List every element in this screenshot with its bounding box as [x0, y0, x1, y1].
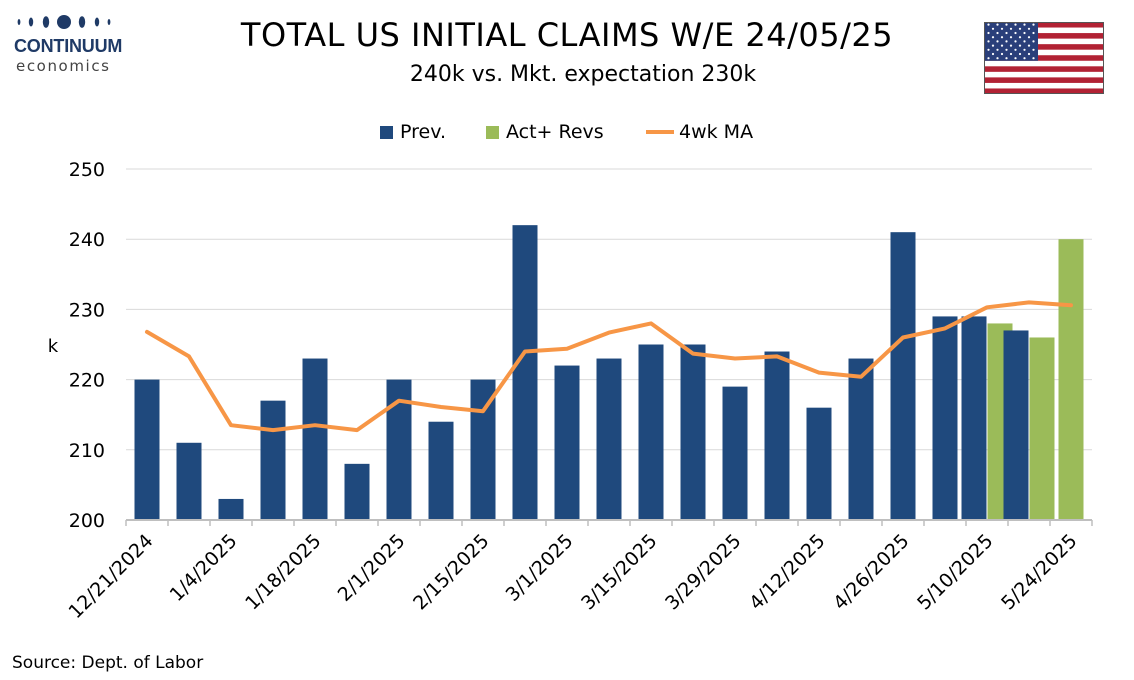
legend-line-ma — [646, 130, 674, 134]
x-axis-tick-labels: 12/21/2024 1/4/2025 1/18/2025 2/1/2025 2/15/… — [65, 530, 1082, 623]
x-tick-label: 1/18/2025 — [241, 530, 325, 614]
bar-prev — [344, 463, 370, 520]
bar-prev — [260, 400, 286, 520]
x-tick-label: 3/15/2025 — [577, 530, 661, 614]
bar-prev — [961, 316, 987, 520]
bar-prev — [1003, 330, 1029, 520]
y-axis-tick-labels: 200 210 220 230 240 250 — [69, 159, 105, 532]
legend-label-actual: Act+ Revs — [506, 121, 604, 143]
bar-prev — [428, 421, 454, 520]
logo-wordmark: CONTINUUM — [14, 36, 123, 56]
y-axis-label: k — [48, 336, 59, 357]
x-tick-label: 5/10/2025 — [913, 530, 997, 614]
bar-prev — [554, 365, 580, 520]
bar-prev — [932, 316, 958, 520]
x-tick-label: 1/4/2025 — [166, 530, 242, 606]
logo-dots-icon — [17, 15, 111, 29]
ma-line-layer — [145, 300, 1073, 433]
bars — [134, 225, 1084, 520]
legend-item-prev: Prev. — [380, 118, 446, 146]
y-tick-label: 240 — [69, 229, 105, 251]
bar-prev — [470, 379, 496, 520]
legend-item-actual: Act+ Revs — [486, 118, 604, 146]
logo-subtitle: economics — [16, 57, 111, 75]
bar-prev — [890, 232, 916, 520]
bar-prev — [134, 379, 160, 520]
chart-title: TOTAL US INITIAL CLAIMS W/E 24/05/25 — [240, 16, 894, 54]
y-tick-label: 210 — [69, 440, 105, 462]
x-tick-label: 12/21/2024 — [65, 530, 158, 623]
bar-actual — [1058, 239, 1084, 520]
bar-prev — [512, 225, 538, 520]
bar-prev — [806, 407, 832, 520]
bar-prev — [176, 442, 202, 520]
us-flag-icon — [984, 22, 1104, 94]
bar-prev — [302, 358, 328, 520]
x-tick-label: 5/24/2025 — [997, 530, 1081, 614]
x-tick-label: 2/15/2025 — [409, 530, 493, 614]
bar-prev — [218, 498, 244, 520]
y-tick-label: 220 — [69, 370, 105, 392]
source-note: Source: Dept. of Labor — [12, 653, 204, 673]
bar-prev — [764, 351, 790, 520]
y-tick-label: 200 — [69, 510, 105, 532]
bar-prev — [638, 344, 664, 520]
x-axis — [125, 519, 1093, 526]
chart-legend: Prev. Act+ Revs 4wk MA — [0, 118, 1134, 146]
legend-swatch-actual — [486, 125, 499, 139]
x-tick-label: 3/29/2025 — [661, 530, 745, 614]
bar-prev — [680, 344, 706, 520]
legend-item-ma: 4wk MA — [646, 118, 753, 146]
x-tick-label: 3/1/2025 — [502, 530, 578, 606]
continuum-logo: CONTINUUM economics — [12, 12, 137, 78]
bar-actual — [1029, 337, 1055, 520]
bar-prev — [722, 386, 748, 520]
legend-label-prev: Prev. — [400, 121, 447, 143]
x-tick-label: 2/1/2025 — [334, 530, 410, 606]
ma-line — [145, 300, 1073, 433]
legend-swatch-prev — [380, 125, 393, 139]
y-tick-label: 250 — [69, 159, 105, 181]
chart-subtitle: 240k vs. Mkt. expectation 230k — [409, 62, 757, 87]
legend-label-ma: 4wk MA — [679, 121, 754, 143]
x-tick-label: 4/12/2025 — [745, 530, 829, 614]
bar-prev — [848, 358, 874, 520]
x-tick-label: 4/26/2025 — [829, 530, 913, 614]
bar-prev — [596, 358, 622, 520]
y-tick-label: 230 — [69, 299, 105, 321]
